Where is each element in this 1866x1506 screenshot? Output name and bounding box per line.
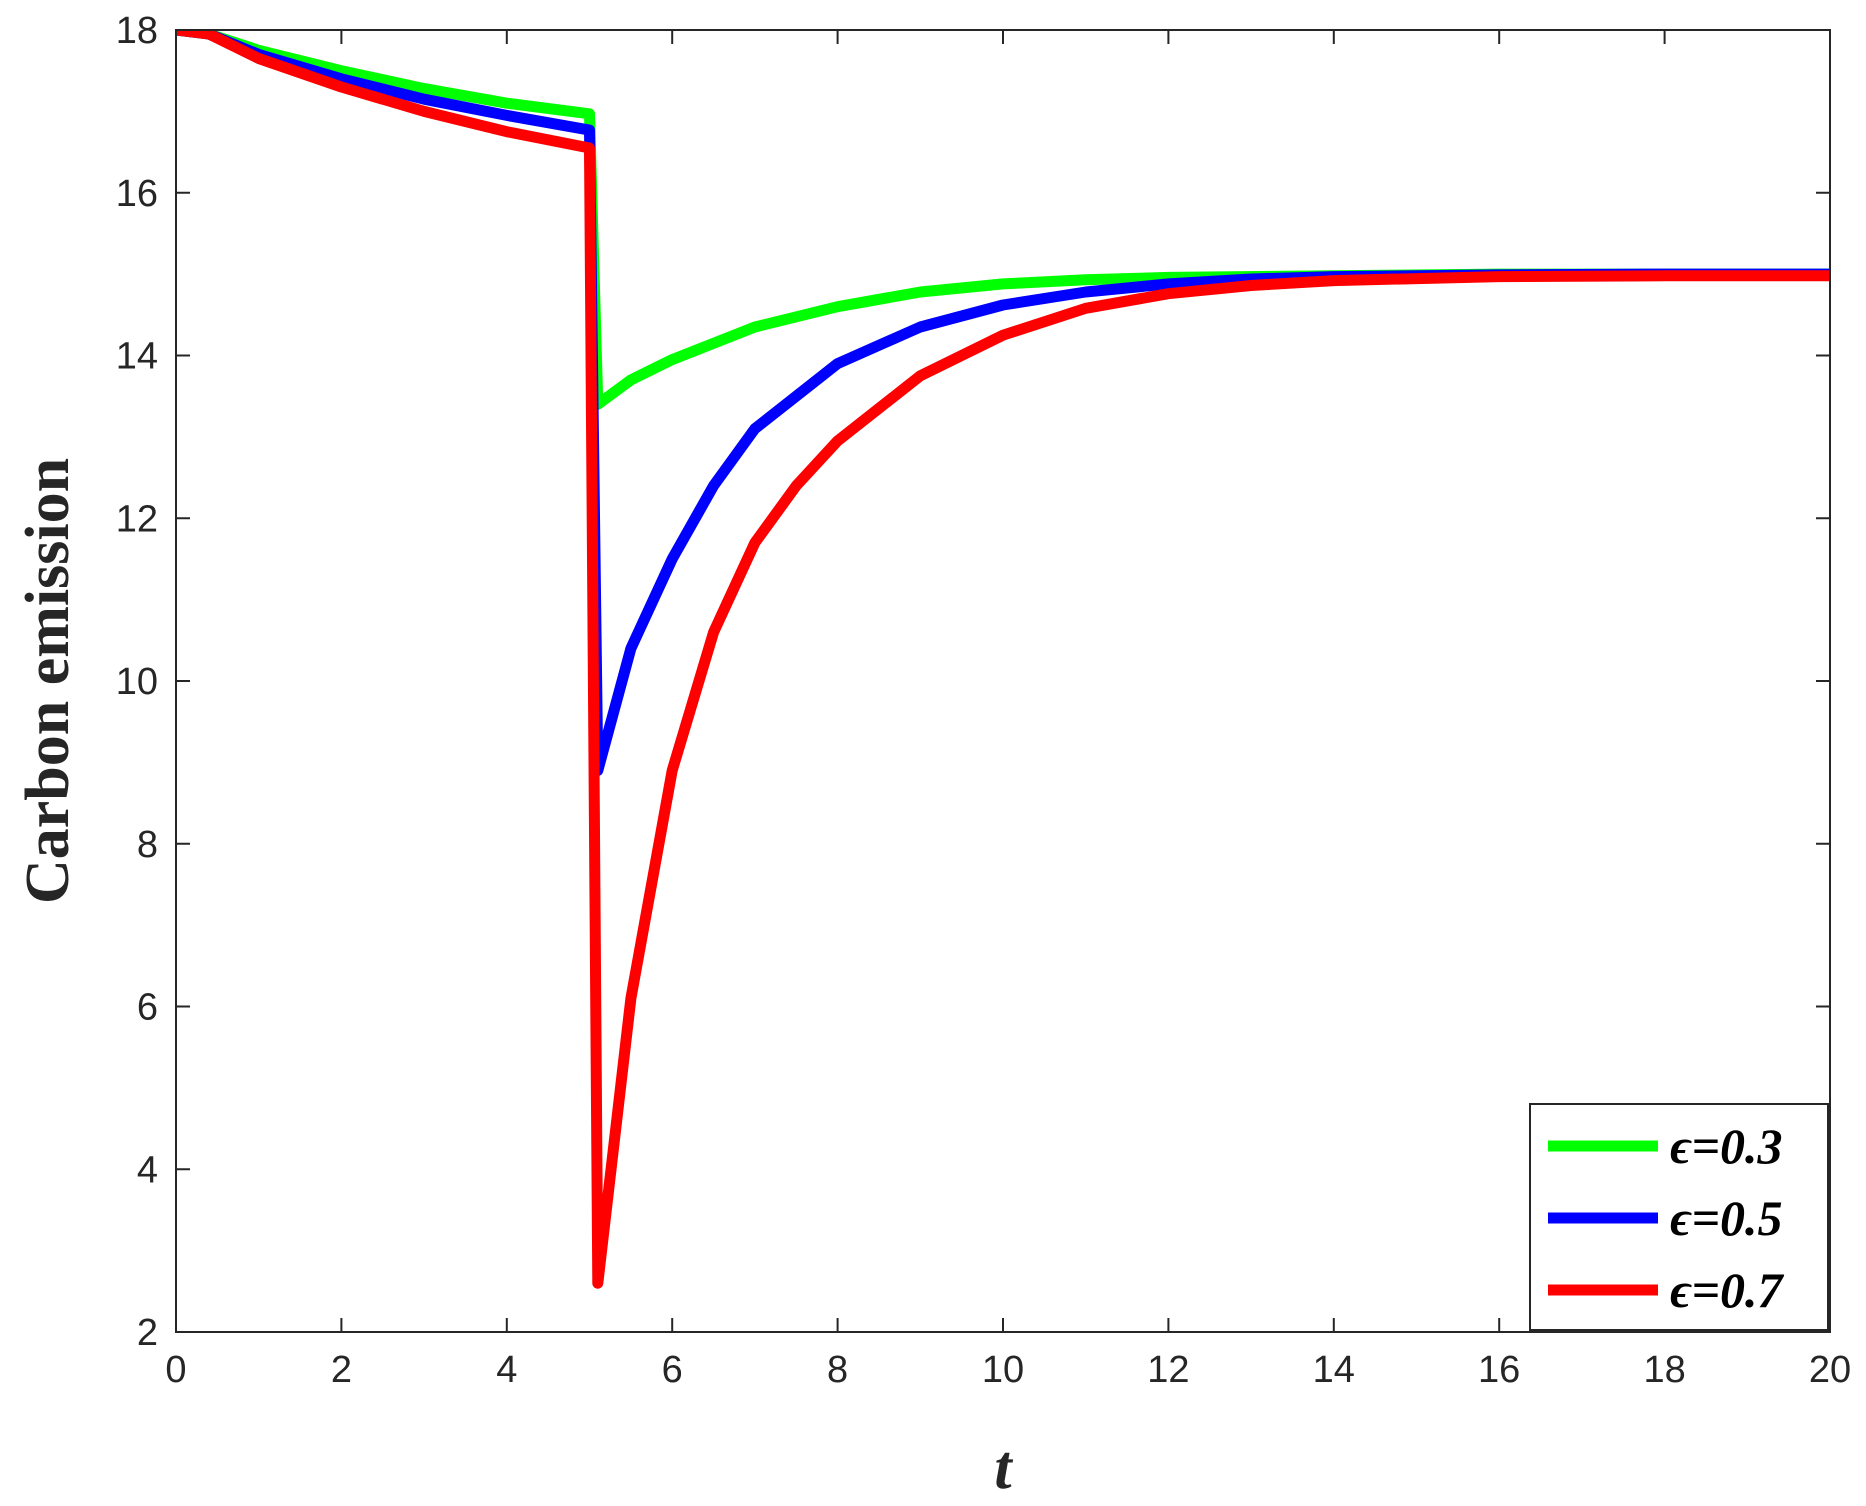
x-tick-label: 16 <box>1478 1349 1520 1391</box>
series-line-1 <box>176 30 1830 776</box>
x-tick-label: 18 <box>1643 1349 1685 1391</box>
x-axis-label: t <box>994 1434 1013 1502</box>
x-tick-label: 2 <box>331 1349 352 1391</box>
y-tick-label: 12 <box>116 498 158 540</box>
y-tick-label: 14 <box>116 336 158 378</box>
legend-label-0: ϵ=0.3 <box>1670 1118 1783 1174</box>
y-tick-label: 10 <box>116 661 158 703</box>
x-tick-label: 14 <box>1313 1349 1355 1391</box>
y-tick-label: 6 <box>137 987 158 1029</box>
legend-label-2: ϵ=0.7 <box>1670 1262 1785 1318</box>
x-tick-label: 0 <box>165 1349 186 1391</box>
y-tick-label: 16 <box>116 173 158 215</box>
series-line-0 <box>176 30 1830 410</box>
x-tick-label: 12 <box>1147 1349 1189 1391</box>
y-tick-label: 4 <box>137 1149 158 1191</box>
y-tick-label: 18 <box>116 10 158 52</box>
y-tick-label: 2 <box>137 1312 158 1354</box>
x-tick-label: 10 <box>982 1349 1024 1391</box>
y-axis-label: Carbon emission <box>14 458 82 904</box>
x-tick-label: 6 <box>662 1349 683 1391</box>
series-layer <box>176 30 1830 1289</box>
y-tick-label: 8 <box>137 824 158 866</box>
x-tick-label: 20 <box>1809 1349 1851 1391</box>
x-tick-label: 8 <box>827 1349 848 1391</box>
x-tick-label: 4 <box>496 1349 517 1391</box>
series-line-2 <box>176 30 1830 1289</box>
legend: ϵ=0.3 ϵ=0.5 ϵ=0.7 <box>1529 1103 1829 1331</box>
legend-label-1: ϵ=0.5 <box>1670 1190 1783 1246</box>
